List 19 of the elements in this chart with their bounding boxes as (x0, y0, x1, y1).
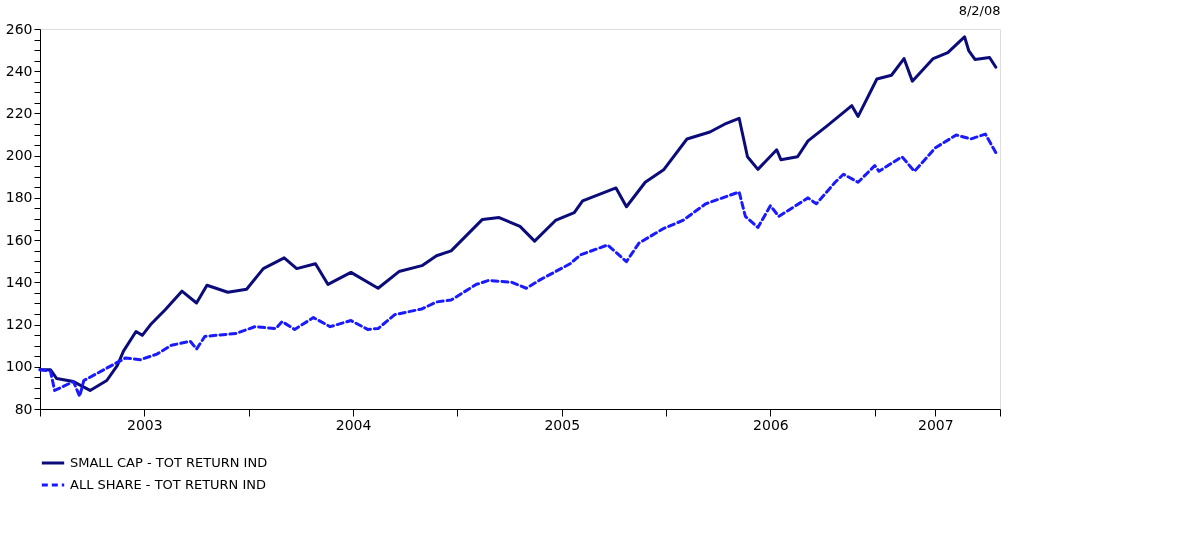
y-tick-label: 80 (14, 400, 33, 417)
line-series (38, 132, 998, 398)
y-tick-label: 240 (5, 62, 33, 79)
x-tick-label: 2007 (917, 416, 954, 433)
legend-label: ALL SHARE - TOT RETURN IND (70, 477, 267, 492)
x-tick-label: 2004 (335, 416, 372, 433)
x-tick-label: 2005 (544, 416, 581, 433)
y-tick-label: 200 (5, 147, 33, 164)
y-tick-label: 220 (5, 104, 33, 121)
x-tick-label: 2003 (127, 416, 163, 433)
legend-label: SMALL CAP - TOT RETURN IND (70, 455, 268, 470)
x-tick-label: 2006 (753, 416, 789, 433)
y-tick-label: 120 (5, 316, 33, 333)
y-tick-label: 140 (5, 273, 33, 290)
text: 8/2/08 (958, 3, 1001, 18)
y-tick-label: 260 (5, 20, 33, 37)
y-tick-label: 160 (5, 231, 33, 248)
y-tick-label: 180 (5, 189, 33, 206)
y-tick-label: 100 (5, 358, 33, 375)
